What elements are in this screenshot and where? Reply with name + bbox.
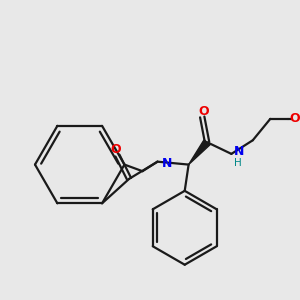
Text: O: O (110, 143, 121, 156)
Text: O: O (290, 112, 300, 125)
Text: N: N (234, 146, 245, 158)
Text: H: H (234, 158, 242, 168)
Text: N: N (162, 157, 173, 170)
Polygon shape (189, 140, 210, 165)
Text: O: O (198, 105, 208, 118)
